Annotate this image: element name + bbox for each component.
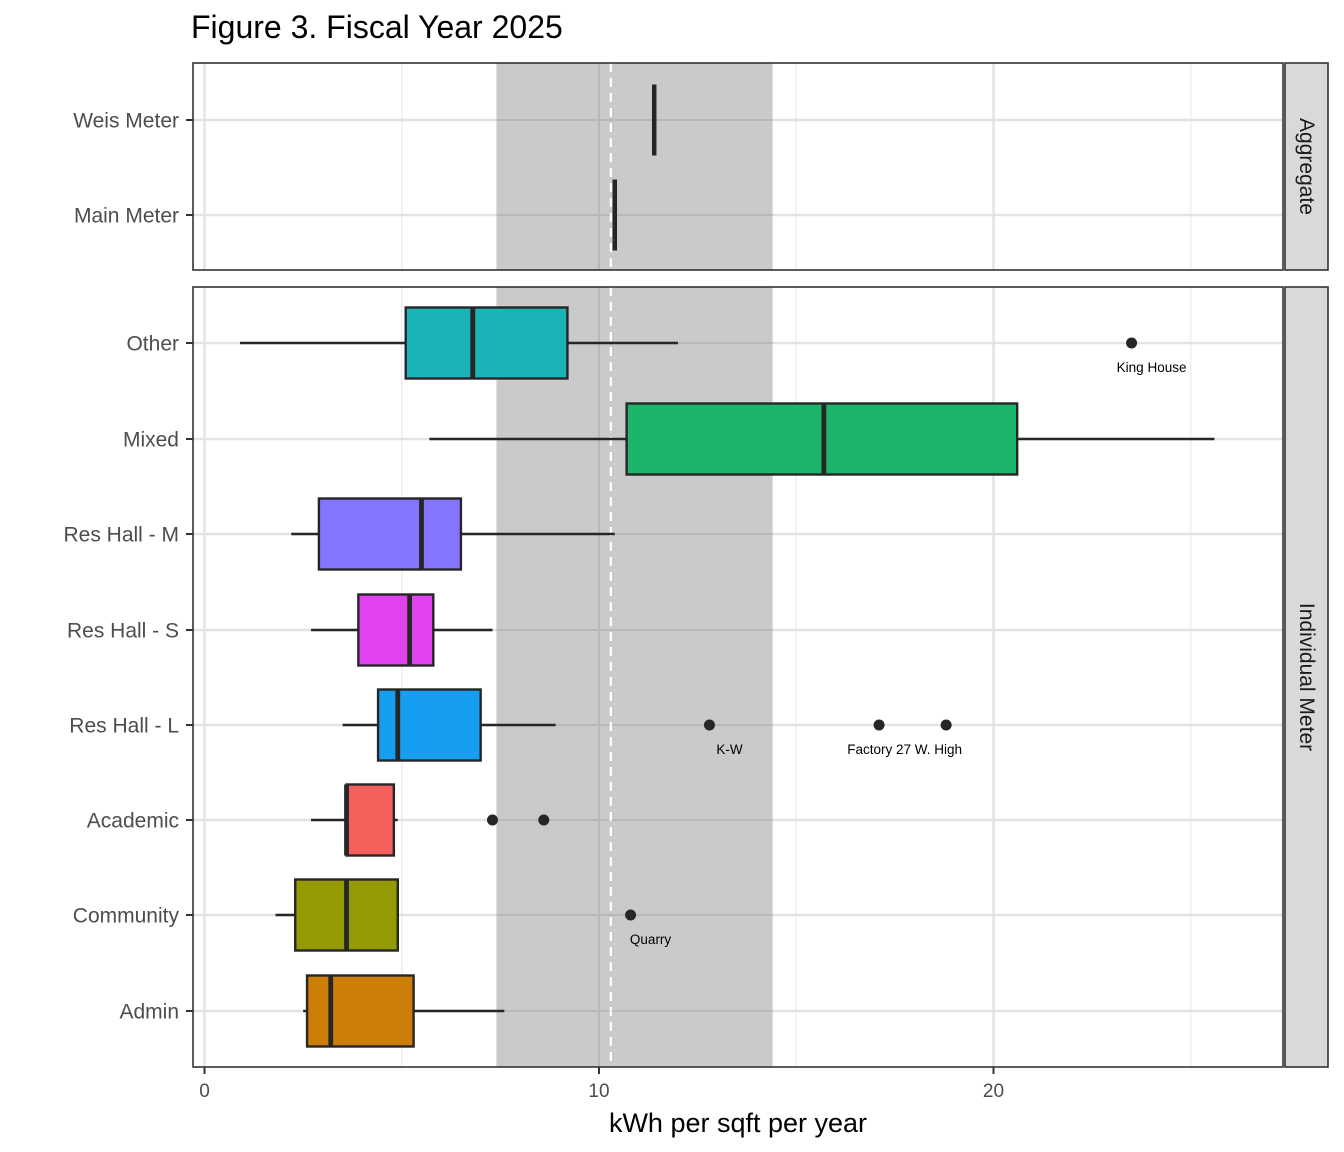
y-tick-label: Weis Meter (73, 110, 179, 133)
panel-border (192, 62, 1284, 271)
box (345, 783, 396, 857)
y-tick-label: Mixed (123, 429, 179, 452)
box (305, 974, 415, 1048)
boxplot-res-hall-l: K-W Factory 27 W. High (342, 688, 962, 762)
panel-border (192, 286, 1284, 1068)
outlier-point (486, 814, 498, 826)
outlier-point (873, 719, 885, 731)
facet-strip-label: Individual Meter (1295, 603, 1318, 751)
outlier-label: Quarry (630, 932, 672, 947)
reference-band (496, 63, 773, 270)
x-axis: 0 10 20 (199, 1067, 1004, 1102)
boxplot-mixed (429, 402, 1215, 476)
boxplot-other: King House (240, 306, 1187, 380)
y-tick-label: Other (126, 333, 179, 356)
facet-strip (1284, 286, 1329, 1068)
x-tick-label: 0 (199, 1081, 210, 1102)
facet-panel-aggregate: Weis Meter Main Meter Aggregate (73, 62, 1329, 271)
box (376, 688, 482, 762)
boxplot-community: Quarry (275, 878, 672, 952)
outlier-point (625, 909, 637, 921)
box (317, 497, 463, 571)
facet-strip (1284, 62, 1329, 271)
x-axis-label: kWh per sqft per year (609, 1108, 867, 1138)
y-tick-label: Admin (119, 1001, 179, 1024)
x-tick-label: 20 (983, 1081, 1004, 1102)
y-tick-label: Res Hall - S (67, 620, 179, 643)
boxplot-res-hall-m (291, 497, 615, 571)
y-tick-label: Main Meter (74, 205, 179, 228)
facet-panel-individual-meter: King House K-W Factory 27 W. High Quarry Oth… (63, 286, 1329, 1068)
box (404, 306, 569, 380)
boxplot-res-hall-s (311, 593, 493, 667)
y-tick-label: Academic (87, 810, 179, 833)
chart-title: Figure 3. Fiscal Year 2025 (191, 9, 563, 45)
boxplot-academic (311, 783, 550, 857)
outlier-point (940, 719, 952, 731)
facet-strip-label: Aggregate (1295, 118, 1318, 215)
y-tick-label: Community (73, 905, 180, 928)
outlier-point (1126, 337, 1138, 349)
box (357, 593, 435, 667)
outlier-point (538, 814, 550, 826)
y-tick-label: Res Hall - L (69, 715, 179, 738)
outlier-point (703, 719, 715, 731)
x-tick-label: 10 (588, 1081, 609, 1102)
outlier-label: King House (1117, 360, 1187, 375)
outlier-group-label: Factory 27 W. High (847, 742, 962, 757)
y-tick-label: Res Hall - M (63, 524, 179, 547)
boxplot-admin (303, 974, 505, 1048)
outlier-label: K-W (716, 742, 743, 757)
